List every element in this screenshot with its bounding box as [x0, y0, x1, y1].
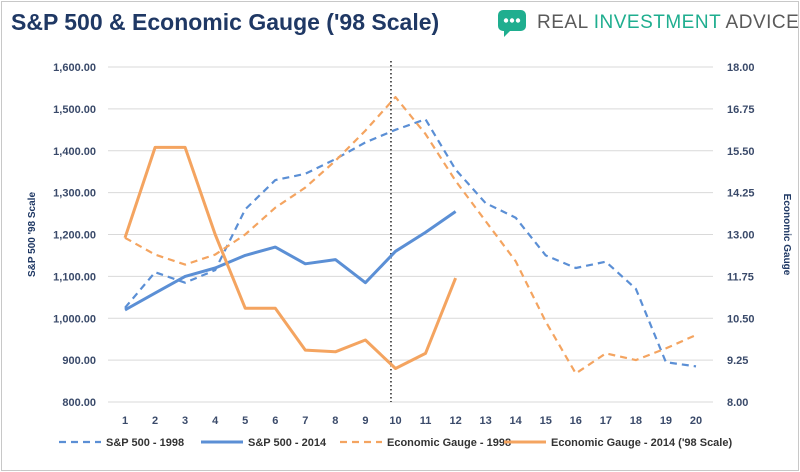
x-tick-label: 7	[302, 415, 308, 427]
series-line-2	[124, 210, 457, 312]
series-line-4	[123, 145, 457, 370]
right-tick-label: 10.50	[727, 313, 755, 325]
legend-label-2: S&P 500 - 2014	[248, 437, 327, 449]
x-tick-label: 4	[212, 415, 219, 427]
right-axis-ticks: 8.00 9.25 10.50 11.75 13.00 14.25 15.50 16.75 18…	[727, 62, 755, 409]
legend: S&P 500 - 1998 S&P 500 - 2014 Economic Gau…	[59, 437, 732, 449]
x-tick-label: 16	[570, 415, 582, 427]
right-tick-label: 15.50	[727, 146, 755, 158]
left-tick-label: 800.00	[62, 397, 96, 409]
left-tick-label: 1,400.00	[53, 146, 96, 158]
chat-bubble-logo-icon	[498, 10, 526, 37]
left-tick-label: 1,300.00	[53, 188, 96, 200]
x-tick-label: 15	[540, 415, 552, 427]
left-tick-label: 1,100.00	[53, 271, 96, 283]
series-line-1	[124, 118, 697, 368]
brand-name: REAL INVESTMENT ADVICE	[537, 12, 799, 34]
right-axis-title: Economic Gauge	[781, 194, 792, 276]
x-tick-label: 17	[600, 415, 612, 427]
x-tick-label: 5	[242, 415, 248, 427]
chart-title: S&P 500 & Economic Gauge ('98 Scale)	[11, 9, 440, 35]
x-tick-label: 2	[152, 415, 158, 427]
x-tick-label: 12	[449, 415, 461, 427]
x-tick-label: 14	[510, 415, 523, 427]
left-tick-label: 1,200.00	[53, 230, 96, 242]
chart-header: S&P 500 & Economic Gauge ('98 Scale) REA…	[1, 1, 799, 45]
right-tick-label: 14.25	[727, 188, 755, 200]
x-tick-label: 13	[480, 415, 492, 427]
x-tick-label: 6	[272, 415, 278, 427]
x-tick-label: 18	[630, 415, 642, 427]
brand-name-accent: INVESTMENT	[593, 12, 721, 33]
left-tick-label: 1,000.00	[53, 313, 96, 325]
brand-name-main: REAL	[537, 12, 594, 33]
right-tick-label: 16.75	[727, 104, 755, 116]
brand-name-tail: ADVICE	[720, 12, 800, 33]
right-tick-label: 9.25	[727, 355, 748, 367]
brand-block: REAL INVESTMENT ADVICE	[497, 7, 799, 39]
legend-label-4: Economic Gauge - 2014 ('98 Scale)	[551, 437, 732, 449]
x-axis-ticks: 1 2 3 4 5 6 7 8 9 10 11 12 13 14 15 16 17 18 19 20	[122, 415, 702, 427]
series-lines	[123, 95, 697, 375]
x-tick-label: 1	[122, 415, 128, 427]
right-tick-label: 11.75	[727, 271, 754, 283]
x-tick-label: 3	[182, 415, 188, 427]
left-tick-label: 900.00	[62, 355, 96, 367]
x-tick-label: 19	[660, 415, 672, 427]
right-tick-label: 8.00	[727, 397, 748, 409]
left-axis-ticks: 800.00 900.00 1,000.00 1,100.00 1,200.00 1,30…	[53, 62, 96, 409]
x-tick-label: 9	[362, 415, 368, 427]
left-tick-label: 1,500.00	[53, 104, 96, 116]
x-tick-label: 10	[389, 415, 401, 427]
right-tick-label: 18.00	[727, 62, 755, 74]
right-tick-label: 13.00	[727, 230, 755, 242]
legend-label-3: Economic Gauge - 1998	[387, 437, 511, 449]
legend-label-1: S&P 500 - 1998	[106, 437, 184, 449]
left-tick-label: 1,600.00	[53, 62, 96, 74]
left-axis-title: S&P 500 '98 Scale	[27, 192, 38, 277]
series-line-3	[124, 95, 697, 375]
x-tick-label: 20	[690, 415, 702, 427]
x-tick-label: 8	[332, 415, 338, 427]
x-tick-label: 11	[420, 415, 432, 427]
